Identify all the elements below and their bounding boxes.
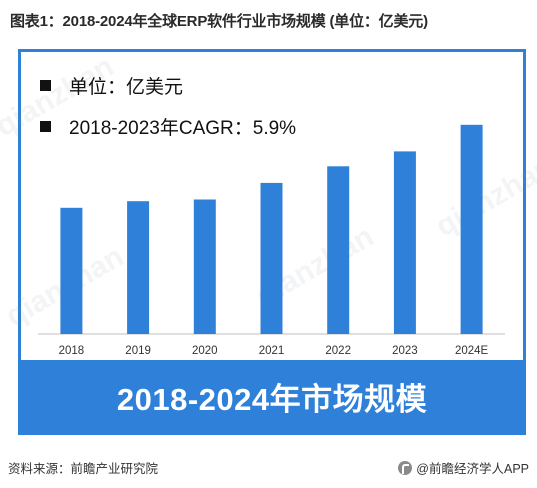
legend-cagr-text: 2018-2023年CAGR：5.9%	[69, 118, 297, 139]
legend-bullet	[40, 121, 51, 133]
chart-title: 2018-2024年市场规模	[116, 381, 428, 417]
x-tick-label: 2024E	[455, 345, 489, 357]
bar-2023	[393, 151, 416, 334]
qianzhan-logo-icon	[398, 460, 413, 475]
bar-2021	[260, 182, 283, 334]
page-title: 图表1：2018-2024年全球ERP软件行业市场规模 (单位：亿美元)	[10, 13, 428, 30]
brand-text: @前瞻经济学人APP	[416, 462, 529, 476]
bar-2019	[127, 201, 150, 334]
legend-unit-text: 单位：亿美元	[69, 77, 184, 98]
legend-unit: 单位：亿美元	[40, 72, 183, 99]
x-tick-label: 2020	[192, 345, 218, 357]
bar-2024E	[460, 124, 483, 334]
x-tick-label: 2021	[259, 345, 285, 357]
legend-cagr: 2018-2023年CAGR：5.9%	[40, 113, 296, 140]
chart-title-banner: 2018-2024年市场规模	[21, 360, 523, 432]
x-tick-label: 2018	[59, 345, 85, 357]
legend-bullet	[40, 80, 51, 92]
bar-2018	[60, 207, 83, 334]
x-tick-label: 2023	[392, 345, 418, 357]
bar-2020	[193, 199, 216, 334]
brand-credit: @前瞻经济学人APP	[398, 458, 529, 477]
x-tick-label: 2022	[325, 345, 351, 357]
x-tick-label: 2019	[125, 345, 151, 357]
source-note: 资料来源：前瞻产业研究院	[8, 462, 159, 476]
bar-2022	[327, 166, 350, 334]
